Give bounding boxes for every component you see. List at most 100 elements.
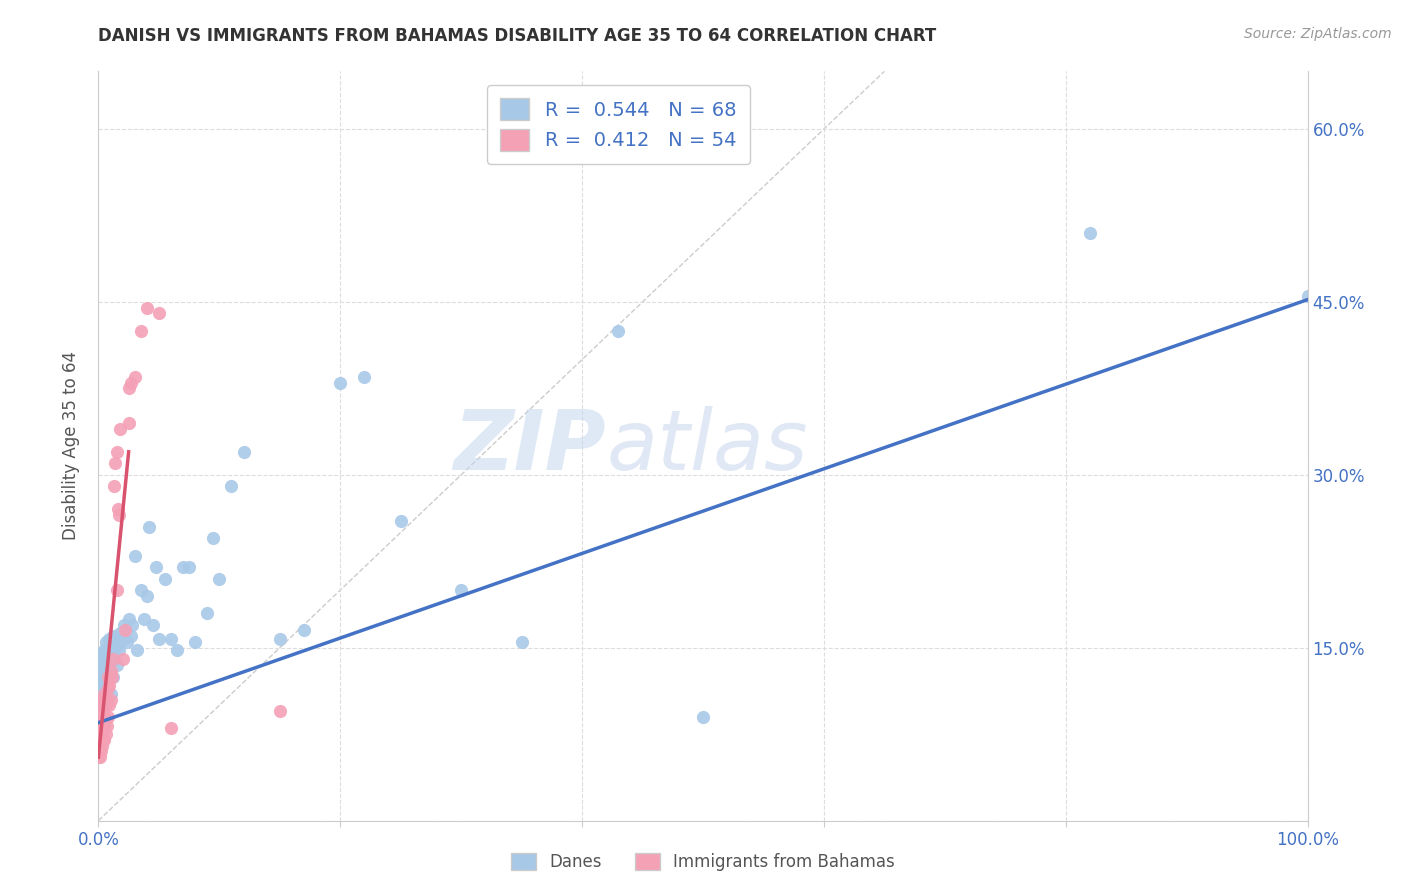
- Point: [692, 710, 714, 724]
- Legend: Danes, Immigrants from Bahamas: Danes, Immigrants from Bahamas: [502, 845, 904, 880]
- Point: [94, 727, 117, 741]
- Point: [148, 306, 170, 320]
- Point: [100, 664, 122, 678]
- Point: [90, 664, 112, 678]
- Point: [108, 422, 131, 436]
- Point: [91, 710, 114, 724]
- Point: [93, 664, 115, 678]
- Point: [120, 376, 142, 390]
- Point: [94, 712, 117, 726]
- Point: [108, 625, 131, 640]
- Point: [111, 632, 134, 646]
- Point: [91, 647, 114, 661]
- Point: [160, 632, 183, 646]
- Point: [94, 635, 117, 649]
- Point: [89, 733, 111, 747]
- Y-axis label: Disability Age 35 to 64: Disability Age 35 to 64: [62, 351, 80, 541]
- Point: [103, 652, 125, 666]
- Point: [329, 376, 352, 390]
- Point: [135, 589, 157, 603]
- Point: [510, 635, 533, 649]
- Point: [607, 324, 630, 338]
- Point: [93, 687, 115, 701]
- Point: [96, 669, 118, 683]
- Point: [108, 508, 131, 523]
- Point: [90, 681, 112, 695]
- Point: [112, 617, 135, 632]
- Point: [91, 733, 114, 747]
- Point: [129, 324, 152, 338]
- Point: [160, 722, 183, 736]
- Point: [98, 698, 121, 713]
- Point: [117, 635, 139, 649]
- Point: [202, 531, 225, 545]
- Point: [96, 692, 118, 706]
- Point: [90, 727, 112, 741]
- Point: [91, 698, 114, 713]
- Point: [138, 519, 160, 533]
- Point: [96, 649, 118, 664]
- Point: [1296, 289, 1319, 303]
- Point: [87, 739, 110, 753]
- Text: ZIP: ZIP: [454, 406, 606, 486]
- Point: [91, 658, 114, 673]
- Point: [111, 652, 134, 666]
- Point: [129, 583, 152, 598]
- Point: [114, 624, 136, 638]
- Point: [101, 652, 124, 666]
- Point: [91, 727, 114, 741]
- Point: [91, 692, 114, 706]
- Point: [1078, 226, 1101, 240]
- Text: Source: ZipAtlas.com: Source: ZipAtlas.com: [1244, 27, 1392, 41]
- Point: [232, 444, 254, 458]
- Point: [389, 514, 412, 528]
- Point: [145, 560, 167, 574]
- Point: [124, 549, 146, 563]
- Point: [94, 675, 117, 690]
- Point: [90, 698, 112, 713]
- Point: [135, 301, 157, 315]
- Point: [107, 639, 129, 653]
- Point: [97, 640, 120, 655]
- Point: [100, 692, 122, 706]
- Point: [104, 456, 127, 470]
- Text: DANISH VS IMMIGRANTS FROM BAHAMAS DISABILITY AGE 35 TO 64 CORRELATION CHART: DANISH VS IMMIGRANTS FROM BAHAMAS DISABI…: [98, 27, 936, 45]
- Point: [97, 710, 120, 724]
- Point: [118, 612, 141, 626]
- Point: [101, 669, 124, 683]
- Point: [91, 669, 114, 683]
- Point: [134, 612, 156, 626]
- Point: [100, 687, 122, 701]
- Point: [114, 624, 136, 638]
- Point: [104, 640, 127, 655]
- Point: [90, 744, 112, 758]
- Point: [97, 681, 120, 695]
- Point: [89, 675, 111, 690]
- Point: [450, 583, 472, 598]
- Point: [208, 572, 231, 586]
- Point: [269, 704, 291, 718]
- Point: [184, 635, 207, 649]
- Point: [97, 681, 120, 695]
- Point: [195, 606, 218, 620]
- Point: [103, 479, 125, 493]
- Point: [127, 643, 149, 657]
- Point: [89, 722, 111, 736]
- Point: [118, 416, 141, 430]
- Point: [153, 572, 176, 586]
- Point: [105, 583, 128, 598]
- Point: [93, 687, 115, 701]
- Point: [120, 629, 142, 643]
- Point: [221, 479, 243, 493]
- Point: [93, 643, 115, 657]
- Point: [105, 444, 128, 458]
- Point: [94, 698, 117, 713]
- Point: [87, 727, 110, 741]
- Point: [101, 629, 124, 643]
- Point: [107, 502, 129, 516]
- Point: [172, 560, 194, 574]
- Point: [91, 739, 114, 753]
- Point: [89, 750, 111, 764]
- Point: [100, 647, 122, 661]
- Point: [87, 715, 110, 730]
